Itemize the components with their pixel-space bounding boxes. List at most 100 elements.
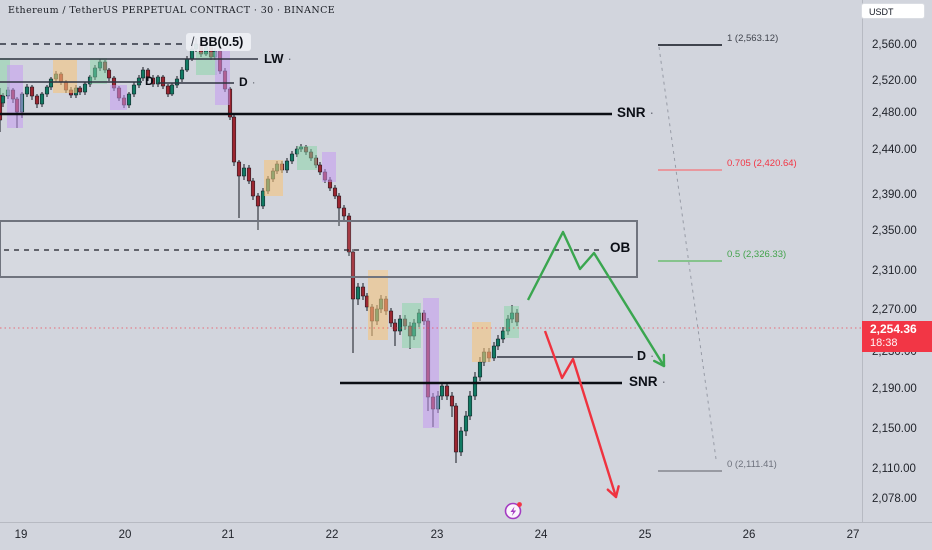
candle-body: [169, 84, 175, 95]
candle-body: [165, 85, 171, 95]
snr-level-label-top[interactable]: SNR ·: [617, 105, 655, 120]
highlight-box: [472, 322, 491, 362]
candle-body: [491, 345, 497, 359]
candle-body: [289, 153, 295, 162]
candle-body: [453, 405, 459, 453]
candle-body: [145, 69, 151, 79]
order-block-label[interactable]: OB: [610, 240, 631, 255]
highlight-box: [504, 306, 519, 338]
last-price-time: 18:38: [870, 337, 898, 349]
d-level-label-low[interactable]: D ·: [637, 349, 655, 363]
price-axis-label: 2,480.00: [872, 107, 917, 119]
price-axis-label: 2,440.00: [872, 144, 917, 156]
candle-body: [458, 430, 464, 453]
bullish-path-arrow[interactable]: [526, 230, 666, 367]
price-axis-label: 2,270.00: [872, 304, 917, 316]
last-price-value: 2,254.36: [870, 322, 917, 336]
candle-body: [463, 415, 469, 432]
price-axis-label: 2,350.00: [872, 225, 917, 237]
bearish-path-arrow[interactable]: [543, 330, 618, 498]
candle-body: [246, 167, 252, 182]
candle-body: [160, 76, 166, 87]
highlight-box: [264, 160, 283, 196]
time-axis-label: 24: [534, 529, 548, 541]
candle-body: [250, 180, 256, 197]
candle-body: [255, 195, 261, 207]
bb-level-label[interactable]: / BB(0.5): [186, 33, 252, 51]
last-price-badge: 2,254.36 18:38: [862, 321, 932, 352]
candle-body: [184, 58, 190, 71]
time-axis-label: 23: [430, 529, 444, 541]
price-axis-label: 2,190.00: [872, 383, 917, 395]
candle-body: [0, 95, 6, 104]
candle-body: [174, 78, 180, 86]
time-axis-label: 25: [638, 529, 652, 541]
highlight-box: [196, 52, 217, 75]
anchor-dot: ·: [649, 105, 655, 120]
candle-body: [39, 93, 45, 105]
d-level-label-mid[interactable]: D ·: [239, 75, 256, 89]
candle-body: [106, 69, 112, 79]
candle-body: [140, 69, 146, 79]
time-axis-label: 27: [846, 529, 860, 541]
candle-body: [34, 95, 40, 105]
candle-body: [392, 322, 398, 332]
drawing-handle: /: [191, 35, 195, 49]
candle-body: [472, 376, 478, 397]
candle-body: [48, 78, 54, 88]
anchor-dot: ·: [287, 51, 292, 66]
d-level-label-left[interactable]: D: [145, 74, 154, 88]
price-axis[interactable]: 2,560.00 2,520.00 2,480.00 2,440.00 2,390.00…: [863, 0, 932, 522]
candle-body: [236, 161, 242, 177]
snr-level-label-low[interactable]: SNR ·: [629, 374, 667, 389]
candle-body: [355, 286, 361, 300]
highlight-box: [7, 65, 23, 128]
candle-body: [336, 195, 342, 209]
price-axis-label: 2,150.00: [872, 423, 917, 435]
candle-body: [260, 190, 266, 207]
price-axis-separator: [862, 0, 863, 522]
flash-icon-alert-dot: [517, 502, 522, 507]
candle-body: [155, 76, 161, 85]
symbol-title: Ethereum / TetherUS PERPETUAL CONTRACT ·…: [8, 5, 336, 16]
time-axis[interactable]: 19 20 21 22 23 24 25 26 27: [0, 523, 932, 550]
candle-body: [179, 69, 185, 80]
fib-trend-line: [658, 46, 717, 460]
time-axis-label: 21: [221, 529, 235, 541]
highlight-box: [53, 60, 77, 93]
candle-body: [317, 164, 323, 173]
time-axis-separator: [0, 522, 932, 523]
highlight-box: [368, 270, 388, 340]
candle-body: [467, 395, 473, 417]
currency-unit-button[interactable]: USDT: [861, 3, 925, 19]
anchor-dot: ·: [661, 374, 667, 389]
candle-body: [341, 207, 347, 217]
candle-body: [284, 160, 290, 171]
candle-body: [477, 361, 483, 378]
candle-body: [388, 310, 394, 324]
flash-icon-bolt: [510, 506, 517, 516]
lw-level-label[interactable]: LW ·: [264, 51, 292, 66]
candle-body: [495, 338, 501, 347]
highlight-box: [322, 152, 336, 182]
time-axis-label: 19: [14, 529, 28, 541]
candle-body: [77, 87, 83, 93]
fib-level-label: 1 (2,563.12): [727, 33, 779, 44]
price-axis-label: 2,520.00: [872, 75, 917, 87]
anchor-dot: ·: [650, 349, 655, 363]
highlight-box: [215, 48, 230, 105]
price-axis-label: 2,310.00: [872, 265, 917, 277]
time-axis-label: 26: [742, 529, 756, 541]
candle-body: [332, 187, 338, 197]
candle-body: [150, 77, 156, 85]
candle-body: [444, 385, 450, 397]
price-axis-label: 2,390.00: [872, 189, 917, 201]
candle-body: [24, 86, 30, 95]
price-axis-label: 2,560.00: [872, 39, 917, 51]
candle-body: [126, 93, 132, 106]
candle-body: [449, 395, 455, 407]
candle-body: [360, 286, 366, 297]
candle-body: [131, 84, 137, 95]
